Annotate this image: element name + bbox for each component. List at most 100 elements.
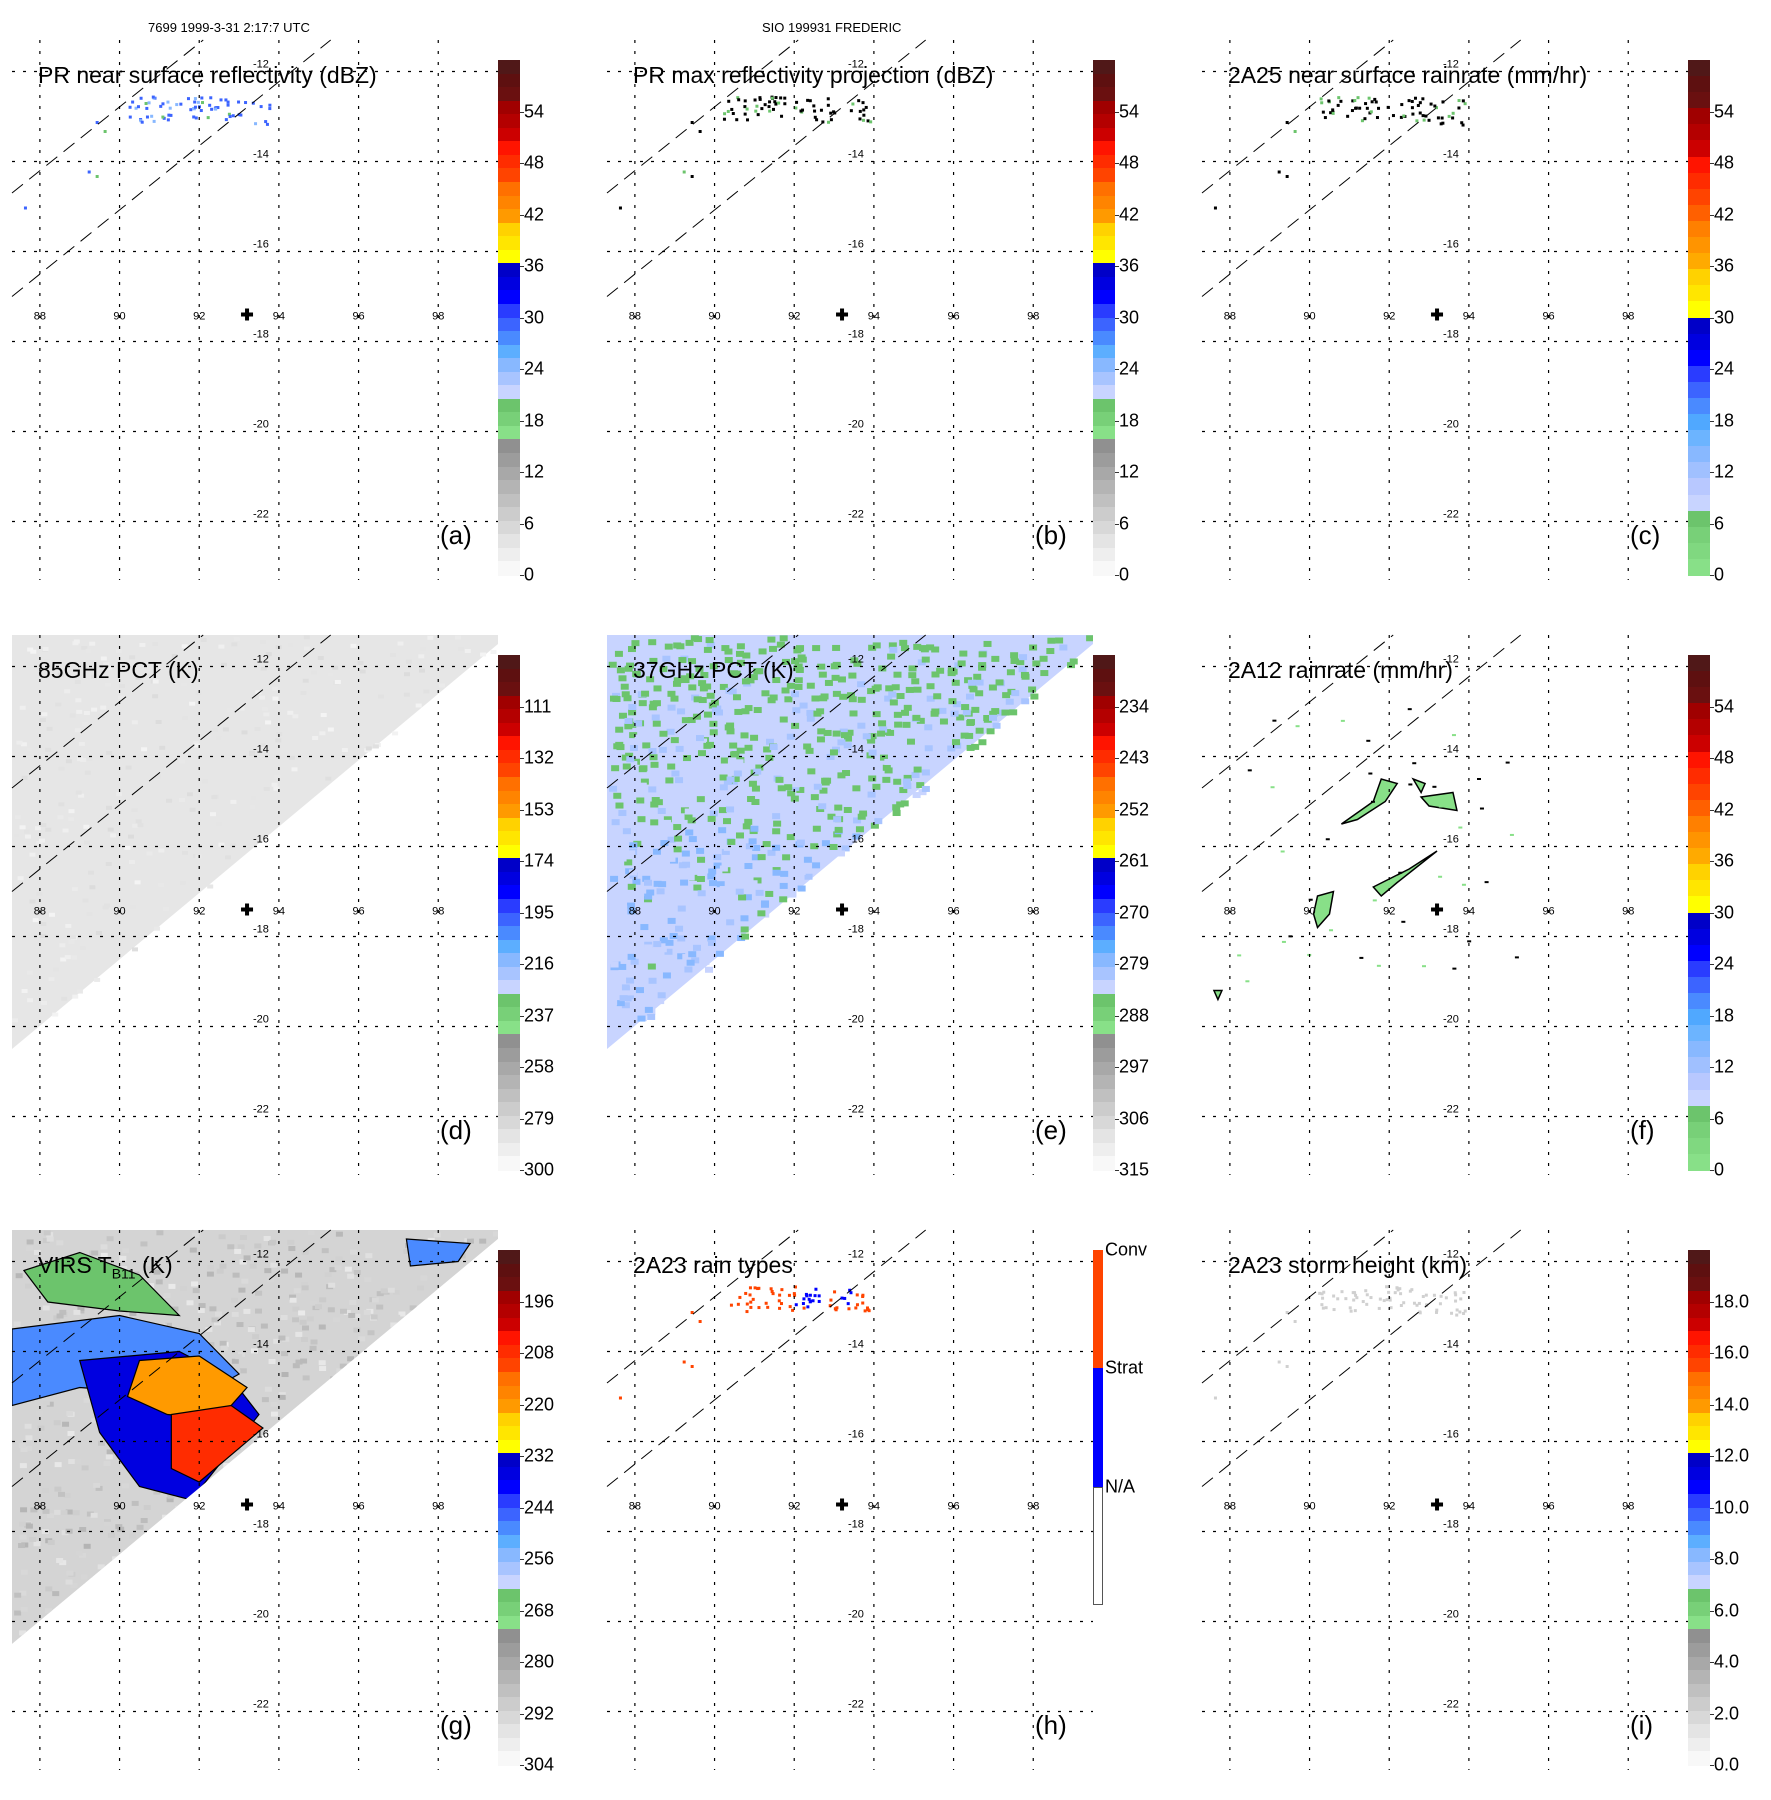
colorbar-tick-mark xyxy=(1115,1067,1119,1069)
lon-tick-label: 92 xyxy=(788,906,800,918)
colorbar-tick-label: 12 xyxy=(1714,461,1735,482)
data-field xyxy=(1213,96,1467,210)
rain-pixel xyxy=(829,1298,833,1302)
rain-pixel xyxy=(1402,1301,1406,1305)
colorbar-tick-label: 8.0 xyxy=(1714,1548,1740,1569)
rain-pixel xyxy=(1416,104,1420,108)
rain-pixel xyxy=(1353,99,1357,103)
colorbar-segment xyxy=(1093,87,1115,102)
rain-pixel xyxy=(748,1286,752,1290)
swath-edges xyxy=(606,39,927,297)
rain-pixel xyxy=(793,1285,797,1289)
rain-pixel xyxy=(1318,1291,1322,1295)
swath-edges xyxy=(606,634,927,892)
colorbar-segment xyxy=(1093,912,1115,927)
colorbar-tick-label: 252 xyxy=(1119,799,1150,820)
rain-pixel xyxy=(1373,97,1377,101)
rain-pixel xyxy=(1359,956,1364,959)
swath-edge-line xyxy=(1201,634,1394,789)
colorbar-tick-mark xyxy=(1710,1610,1714,1612)
storm-center-cross-icon xyxy=(1431,903,1444,916)
lat-tick-label: -20 xyxy=(253,1014,269,1026)
rain-pixel xyxy=(806,1305,810,1309)
colorbar-segment xyxy=(1688,815,1710,833)
colorbar-segment xyxy=(1093,953,1115,968)
lon-tick-label: 88 xyxy=(34,311,46,323)
colorbar-tick-mark xyxy=(520,214,524,216)
rain-pixel xyxy=(1439,122,1443,126)
colorbar-segment xyxy=(498,749,520,764)
colorbar-segment xyxy=(1093,817,1115,832)
colorbar-segment xyxy=(1688,220,1710,238)
colorbar-segment xyxy=(498,100,520,115)
colorbar-segment xyxy=(498,127,520,142)
colorbar-segment xyxy=(1688,1602,1710,1617)
colorbar-segment xyxy=(1093,276,1115,291)
rain-pixel xyxy=(833,1307,837,1311)
lat-tick-label: -16 xyxy=(848,834,864,846)
rain-pixel xyxy=(744,1291,748,1295)
rain-pixel xyxy=(192,106,196,110)
lon-tick-label: 90 xyxy=(113,906,125,918)
rain-pixel xyxy=(1412,1301,1416,1305)
lat-tick-label: -14 xyxy=(848,149,864,161)
colorbar-segment xyxy=(1688,687,1710,704)
colorbar-tick-label: 18 xyxy=(1119,410,1140,431)
rain-pixel xyxy=(239,113,243,117)
rain-pixel xyxy=(1320,1292,1324,1296)
colorbar-tick-label: 300 xyxy=(524,1159,555,1180)
swath-edge-line xyxy=(11,1229,204,1384)
colorbar-tick-label: 48 xyxy=(1714,152,1735,173)
rain-pixel xyxy=(150,114,154,118)
rain-pixel xyxy=(835,1306,839,1310)
lat-tick-label: -20 xyxy=(848,419,864,431)
storm-center-cross-icon xyxy=(241,1498,254,1511)
rain-pixel xyxy=(1412,762,1417,765)
graticule xyxy=(1202,1230,1688,1770)
rain-pixel xyxy=(618,1396,622,1400)
colorbar-tick-label: 18 xyxy=(1714,1005,1735,1026)
colorbar-tick-label: 42 xyxy=(524,204,545,225)
colorbar-segment xyxy=(1688,414,1710,431)
colorbar-tick-label: 315 xyxy=(1119,1159,1150,1180)
colorbar-segment xyxy=(1093,668,1115,683)
storm-center-cross-icon xyxy=(241,308,254,321)
colorbar-segment xyxy=(498,73,520,88)
colorbar-segment xyxy=(1093,466,1115,481)
data-field xyxy=(1212,708,1519,1002)
panel-title: PR max reflectivity projection (dBZ) xyxy=(633,62,993,89)
rain-pixel xyxy=(1451,111,1455,115)
rain-pixel xyxy=(1402,114,1406,118)
colorbar-segment xyxy=(498,885,520,900)
lat-tick-label: -16 xyxy=(1443,834,1459,846)
rain-pixel xyxy=(268,103,272,107)
colorbar-tick-mark xyxy=(1115,964,1119,966)
rain-pixel xyxy=(1336,1297,1340,1301)
panel-letter: (e) xyxy=(1035,1115,1067,1145)
colorbar-segment xyxy=(1093,1088,1115,1103)
colorbar-segment xyxy=(1093,73,1115,88)
rain-pixel xyxy=(864,105,868,109)
lon-tick-label: 94 xyxy=(273,311,285,323)
rain-pixel xyxy=(1293,130,1297,133)
rain-pixel xyxy=(231,114,235,118)
lat-tick-label: -14 xyxy=(1443,744,1459,756)
rain-pixel xyxy=(1514,956,1519,959)
colorbar-segment xyxy=(498,1331,520,1346)
rain-pixel xyxy=(1351,99,1355,103)
rain-pixel xyxy=(753,98,757,102)
panel-title-text: VIRS T xyxy=(38,1252,112,1278)
rain-pixel xyxy=(161,115,165,119)
lat-tick-label: -22 xyxy=(848,509,864,521)
rain-pixel xyxy=(745,1302,749,1306)
colorbar-tick-mark xyxy=(520,1610,524,1612)
rain-pixel xyxy=(1377,1306,1381,1310)
colorbar-segment xyxy=(1688,928,1710,946)
lat-tick-label: -12 xyxy=(1443,59,1459,71)
colorbar-tick-label: 54 xyxy=(1714,696,1735,717)
rain-pixel xyxy=(795,100,799,104)
colorbar-segment xyxy=(498,290,520,305)
lat-tick-label: -12 xyxy=(1443,1249,1459,1261)
colorbar-segment xyxy=(498,358,520,373)
colorbar-segment xyxy=(1093,939,1115,954)
